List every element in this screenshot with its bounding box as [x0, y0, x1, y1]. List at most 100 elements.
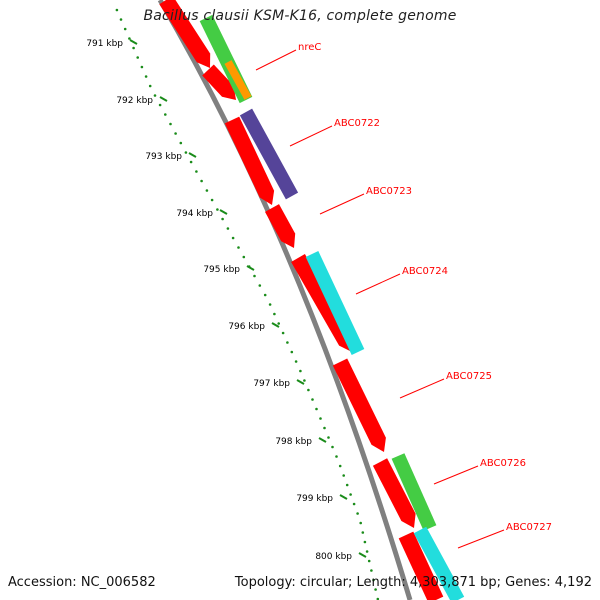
- gene-arrow-inner: [224, 116, 275, 205]
- ruler-dot: [273, 312, 276, 316]
- gene-label: ABC0724: [402, 266, 448, 277]
- ruler-dot: [299, 369, 302, 373]
- ruler-dot: [144, 75, 148, 78]
- ruler-dot: [365, 550, 369, 553]
- ruler-tick-label: 792 kbp: [116, 96, 153, 106]
- gene-arrow-inner: [398, 531, 444, 600]
- ruler-dot: [205, 189, 209, 192]
- ruler-tick-label: 797 kbp: [253, 379, 290, 389]
- ruler-dot: [115, 8, 119, 12]
- gene-label: ABC0722: [334, 118, 380, 129]
- ruler-dot: [158, 103, 162, 107]
- ruler-dot: [237, 246, 240, 249]
- genome-backbone: [157, 0, 413, 600]
- ruler-tick-label: 791 kbp: [86, 39, 123, 49]
- ruler-dot: [200, 179, 203, 183]
- ruler-dot: [169, 122, 172, 126]
- gene-arrow-outer: [391, 453, 437, 531]
- ruler-dot: [286, 341, 289, 344]
- ruler-dot: [281, 331, 285, 335]
- gene-arrow-outer: [413, 526, 465, 600]
- ruler-dot: [210, 198, 214, 202]
- ruler-dot: [258, 284, 262, 287]
- gene-arrow-inner: [291, 254, 353, 352]
- ruler-tick: [188, 152, 197, 158]
- ruler-dot: [349, 493, 352, 496]
- ruler-dot: [123, 27, 127, 31]
- gene-label-leader: [255, 49, 297, 71]
- gene-arrow-outer: [305, 251, 365, 355]
- ruler-dot: [136, 56, 139, 59]
- ruler-dot: [189, 160, 193, 164]
- gene-arrow-inner: [202, 64, 236, 100]
- gene-label: ABC0727: [506, 522, 552, 533]
- ruler-dot: [374, 588, 377, 591]
- ruler-dot: [221, 217, 224, 221]
- gene-arrow-outer: [239, 108, 299, 200]
- ruler-tick: [296, 379, 305, 385]
- ruler-dot: [327, 436, 330, 439]
- ruler-tick-label: 800 kbp: [315, 552, 352, 562]
- gene-arrow-inner: [265, 204, 296, 248]
- gene-label-leader: [289, 125, 333, 147]
- ruler-dot: [367, 559, 371, 563]
- map-title: Bacillus clausii KSM-K16, complete genom…: [143, 8, 457, 24]
- ruler-dot: [372, 578, 375, 582]
- ruler-tick: [318, 437, 327, 443]
- ruler-dot: [226, 227, 230, 230]
- ruler-tick: [159, 96, 168, 102]
- gene-label-leader: [457, 529, 505, 549]
- ruler-dot: [376, 597, 380, 600]
- ruler-tick-label: 796 kbp: [228, 322, 265, 332]
- ruler-dot: [268, 303, 272, 306]
- gene-label-leader: [319, 193, 365, 215]
- ruler-dot: [342, 474, 346, 477]
- ruler-dot: [153, 94, 157, 97]
- ruler-dot: [263, 293, 267, 297]
- accession-text: Accession: NC_006582: [8, 575, 156, 590]
- ruler-dot: [315, 407, 318, 411]
- genome-summary-text: Topology: circular; Length: 4,303,871 bp…: [234, 575, 592, 590]
- gene-label: ABC0723: [366, 186, 412, 197]
- gene-label-group: nreC ABC0722 ABC0723 ABC0724 ABC0725 ABC0726 A…: [255, 42, 552, 549]
- kbp-ruler: 791 kbp 792 kbp 793 kbp 794 kbp 795 kbp 796 k…: [86, 8, 380, 600]
- gene-label-leader: [433, 465, 479, 485]
- ruler-dot: [216, 208, 219, 211]
- ruler-tick-label: 793 kbp: [145, 152, 182, 162]
- ruler-dot: [370, 569, 373, 572]
- gene-label: ABC0726: [480, 458, 526, 469]
- ruler-dot: [311, 398, 314, 401]
- ruler-tick: [358, 552, 367, 558]
- ruler-dot: [319, 417, 322, 420]
- ruler-dot: [132, 46, 135, 50]
- ruler-tick-label: 798 kbp: [275, 437, 312, 447]
- gene-label-leader: [355, 273, 401, 295]
- ruler-dot: [231, 236, 235, 240]
- ruler-dot: [164, 113, 167, 116]
- backbone-line: [157, 0, 413, 600]
- ruler-dot: [307, 388, 310, 392]
- gene-track: [159, 0, 465, 600]
- gene-label: nreC: [298, 42, 321, 53]
- ruler-tick-label: 799 kbp: [296, 494, 333, 504]
- ruler-tick-label: 794 kbp: [176, 209, 213, 219]
- ruler-dot: [140, 65, 144, 69]
- ruler-dot: [179, 141, 183, 145]
- ruler-dot: [359, 521, 363, 525]
- ruler-dot: [335, 455, 338, 458]
- gene-arrow-inner: [159, 0, 211, 68]
- ruler-dot: [338, 464, 342, 468]
- ruler-dot: [119, 18, 123, 21]
- ruler-dot: [148, 84, 152, 88]
- ruler-dot: [352, 502, 356, 506]
- ruler-tick: [271, 322, 280, 328]
- ruler-dot: [174, 132, 177, 135]
- ruler-dot: [277, 322, 281, 325]
- ruler-dot: [242, 255, 246, 259]
- ruler-dot: [294, 360, 298, 363]
- ruler-dot: [345, 483, 349, 487]
- ruler-dot: [331, 445, 334, 449]
- ruler-dot: [128, 37, 131, 40]
- ruler-dot: [195, 170, 198, 173]
